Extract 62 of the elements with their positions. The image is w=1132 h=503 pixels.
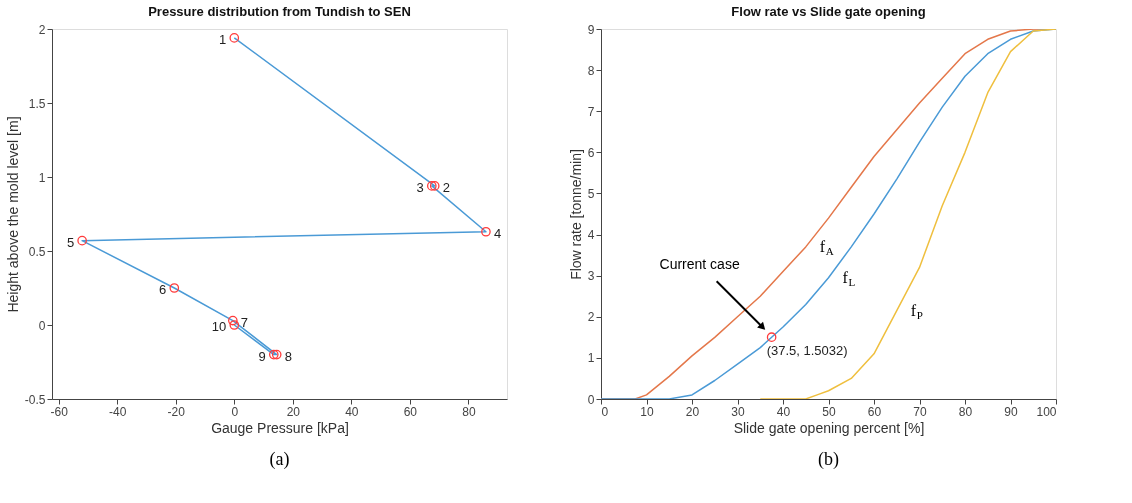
x-tick-label: 100 <box>1036 404 1057 419</box>
text: (b) <box>818 449 839 470</box>
annotation: 4 <box>493 225 502 241</box>
y-tick-label: 1 <box>38 170 46 185</box>
x-tick-label: 20 <box>685 404 700 419</box>
y-tick-label: -0.5 <box>24 392 46 407</box>
annotation: (37.5, 1.5032) <box>766 343 848 359</box>
x-tick-label: 60 <box>867 404 882 419</box>
x-tick-label: 80 <box>958 404 973 419</box>
y-tick-label: 1.5 <box>28 96 46 111</box>
x-tick-label: 60 <box>403 404 418 419</box>
x-axis-title: Slide gate opening percent [%] <box>733 419 925 436</box>
y-tick-label: 1 <box>587 351 595 366</box>
x-tick-label: -60 <box>50 404 69 419</box>
y-tick-label: 7 <box>587 104 595 119</box>
x-tick-label: 0 <box>231 404 239 419</box>
y-tick-label: 2 <box>587 310 595 325</box>
y-tick-label: 0 <box>38 318 46 333</box>
point <box>481 226 491 237</box>
x-tick-label: -20 <box>167 404 186 419</box>
x-tick-label: 50 <box>822 404 836 419</box>
x-tick-label: 80 <box>462 404 476 419</box>
annotation: 5 <box>66 234 75 250</box>
x-tick-label: 20 <box>286 404 301 419</box>
y-tick-label: 6 <box>587 145 595 160</box>
point <box>77 235 87 246</box>
x-tick-label: 90 <box>1004 404 1018 419</box>
y-axis-title: Height above the mold level [m] <box>4 116 21 313</box>
line-series <box>759 29 1056 399</box>
annotation: Current case <box>659 256 740 273</box>
x-tick-label: 0 <box>601 404 609 419</box>
annotation: 6 <box>159 282 167 297</box>
x-tick-label: 40 <box>776 404 791 419</box>
x-tick-label: 30 <box>731 404 745 419</box>
point <box>169 283 180 293</box>
annotation: 7 <box>240 314 249 330</box>
x-tick-label: 40 <box>345 404 359 419</box>
annotation: 2 <box>442 179 450 195</box>
annotation: 3 <box>416 179 424 195</box>
y-tick-label: 2 <box>38 22 46 37</box>
y-tick-label: 9 <box>587 22 595 37</box>
point <box>229 320 240 330</box>
x-tick-label: -40 <box>109 404 127 419</box>
point <box>228 315 238 326</box>
y-tick-label: 0 <box>587 392 595 407</box>
chart-title: Pressure distribution from Tundish to SEN <box>148 4 411 19</box>
chart-title: Flow rate vs Slide gate opening <box>731 4 926 19</box>
x-tick-label: 10 <box>640 404 654 419</box>
annotation: 1 <box>219 31 227 47</box>
annotation: 10 <box>211 319 227 334</box>
y-tick-label: 5 <box>587 186 595 201</box>
annotation: 8 <box>284 348 292 364</box>
point <box>229 33 240 43</box>
annotation: 9 <box>258 348 266 364</box>
y-axis-title: Flow rate [tonne/min] <box>567 149 584 280</box>
y-tick-label: 3 <box>587 269 595 284</box>
y-tick-label: 4 <box>587 228 595 243</box>
x-axis-title: Gauge Pressure [kPa] <box>211 419 349 436</box>
text: (a) <box>269 449 290 470</box>
x-tick-label: 70 <box>913 404 927 419</box>
y-tick-label: 8 <box>587 63 595 78</box>
y-tick-label: 0.5 <box>28 244 46 259</box>
